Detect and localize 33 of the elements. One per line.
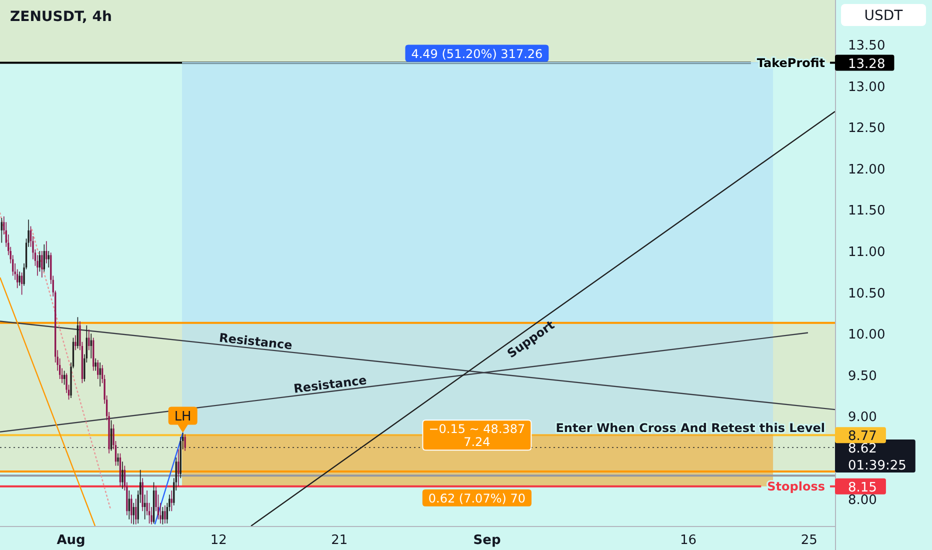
annotation: LH bbox=[174, 410, 192, 425]
text: Resistance bbox=[292, 373, 368, 396]
text: Resistance bbox=[218, 330, 293, 352]
annotation: 4.49 (51.20%) 317.26 bbox=[411, 46, 543, 61]
annotation: 0.62 (7.07%) 70 bbox=[428, 491, 526, 506]
y-tick-label: 9.00 bbox=[848, 410, 877, 426]
x-tick-label: 12 bbox=[210, 533, 227, 548]
y-tick-label: 11.50 bbox=[848, 204, 886, 219]
y-tick-label: 9.50 bbox=[848, 368, 877, 384]
y-tick-label: 13.00 bbox=[848, 80, 886, 95]
x-tick-label: Aug bbox=[56, 533, 86, 548]
y-tick-label: 8.62 bbox=[848, 442, 877, 457]
y-tick-label: 13.50 bbox=[848, 38, 886, 54]
x-tick-label: Sep bbox=[473, 533, 501, 548]
annotation: −0.15 ~ 48.387 7.24 bbox=[428, 422, 526, 450]
y-tick-label: 11.00 bbox=[848, 245, 886, 260]
y-tick-label: 10.50 bbox=[848, 286, 886, 302]
ref-line-label: TakeProfit bbox=[756, 56, 826, 70]
x-tick-label: 16 bbox=[680, 533, 697, 548]
x-tick-label: 21 bbox=[331, 533, 348, 548]
x-tick-label: 25 bbox=[800, 533, 818, 548]
ref-line-label: Enter When Cross And Retest this Level bbox=[556, 421, 825, 436]
y-tick-label: 10.00 bbox=[848, 328, 886, 343]
y-tick-label: 12.00 bbox=[848, 162, 886, 178]
y-tick-label: 8.15 bbox=[848, 480, 877, 496]
y-tick-label: 13.28 bbox=[848, 56, 886, 72]
text: ZENUSDT, 4h bbox=[10, 9, 112, 25]
y-tick-label: 8.77 bbox=[848, 429, 877, 444]
y-tick-label: 12.50 bbox=[848, 121, 886, 136]
text: 01:39:25 bbox=[848, 458, 906, 474]
ref-line-label: Stoploss bbox=[767, 479, 825, 494]
y-tick-label: 8.00 bbox=[848, 492, 877, 508]
y-axis-title: USDT bbox=[864, 8, 904, 24]
